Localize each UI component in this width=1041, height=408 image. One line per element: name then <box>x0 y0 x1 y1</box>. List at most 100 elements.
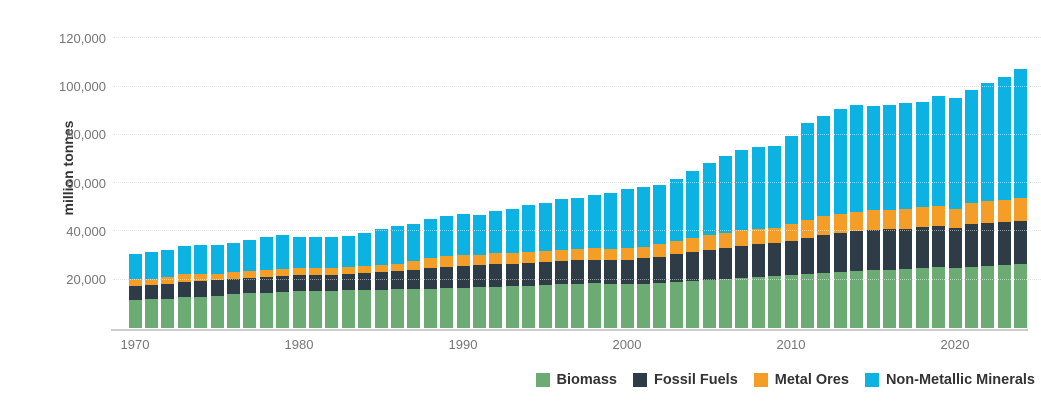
bar-segment-non-metallic-minerals-1981[interactable] <box>308 237 322 268</box>
bar-segment-fossil-fuels-1984[interactable] <box>358 273 372 290</box>
bar-segment-non-metallic-minerals-2008[interactable] <box>751 146 765 229</box>
bar-segment-non-metallic-minerals-1995[interactable] <box>538 202 552 251</box>
bar-segment-non-metallic-minerals-2019[interactable] <box>932 95 946 206</box>
bar-1995[interactable] <box>538 202 552 328</box>
bar-segment-non-metallic-minerals-1987[interactable] <box>407 223 421 262</box>
bar-1970[interactable] <box>128 254 142 328</box>
bar-segment-biomass-2023[interactable] <box>997 264 1011 328</box>
bar-2021[interactable] <box>964 90 978 328</box>
bar-segment-fossil-fuels-1978[interactable] <box>259 276 273 293</box>
bar-1998[interactable] <box>587 194 601 328</box>
bar-segment-biomass-1986[interactable] <box>390 289 404 328</box>
bar-segment-biomass-1989[interactable] <box>440 288 454 328</box>
bar-segment-fossil-fuels-2000[interactable] <box>620 259 634 284</box>
bar-2012[interactable] <box>817 116 831 328</box>
bar-segment-biomass-2022[interactable] <box>981 265 995 328</box>
bar-segment-biomass-2001[interactable] <box>636 284 650 328</box>
bar-segment-non-metallic-minerals-1988[interactable] <box>423 219 437 258</box>
bar-segment-metal-ores-1976[interactable] <box>226 272 240 279</box>
bar-segment-metal-ores-1994[interactable] <box>522 251 536 264</box>
bar-segment-biomass-1995[interactable] <box>538 284 552 328</box>
bar-segment-non-metallic-minerals-1990[interactable] <box>456 213 470 256</box>
bar-2006[interactable] <box>718 156 732 328</box>
bar-segment-non-metallic-minerals-1972[interactable] <box>161 250 175 278</box>
bar-segment-non-metallic-minerals-2011[interactable] <box>800 123 814 220</box>
bar-segment-biomass-2017[interactable] <box>899 269 913 328</box>
bar-segment-metal-ores-1977[interactable] <box>243 270 257 278</box>
bar-segment-non-metallic-minerals-2015[interactable] <box>866 106 880 210</box>
bar-segment-biomass-2021[interactable] <box>964 266 978 328</box>
bar-1996[interactable] <box>554 199 568 328</box>
bar-segment-metal-ores-2009[interactable] <box>768 227 782 244</box>
bar-2009[interactable] <box>768 145 782 328</box>
bar-segment-non-metallic-minerals-1975[interactable] <box>210 245 224 274</box>
bar-segment-non-metallic-minerals-1983[interactable] <box>341 235 355 268</box>
bar-segment-biomass-1985[interactable] <box>374 289 388 328</box>
bar-2005[interactable] <box>702 163 716 328</box>
bar-2004[interactable] <box>686 170 700 328</box>
bar-segment-metal-ores-1987[interactable] <box>407 261 421 271</box>
bar-segment-biomass-2019[interactable] <box>932 266 946 328</box>
bar-segment-metal-ores-1980[interactable] <box>292 268 306 276</box>
bar-segment-biomass-2018[interactable] <box>915 267 929 328</box>
bar-segment-non-metallic-minerals-2023[interactable] <box>997 76 1011 201</box>
bar-1997[interactable] <box>571 197 585 328</box>
bar-2002[interactable] <box>653 184 667 328</box>
bar-segment-non-metallic-minerals-1973[interactable] <box>177 245 191 275</box>
bar-segment-metal-ores-2015[interactable] <box>866 209 880 230</box>
bar-segment-non-metallic-minerals-2001[interactable] <box>636 187 650 247</box>
bar-segment-biomass-1980[interactable] <box>292 291 306 328</box>
bar-segment-fossil-fuels-1971[interactable] <box>144 285 158 300</box>
bar-segment-fossil-fuels-1975[interactable] <box>210 280 224 296</box>
bar-segment-fossil-fuels-2017[interactable] <box>899 228 913 270</box>
bar-2017[interactable] <box>899 102 913 328</box>
bar-segment-fossil-fuels-2016[interactable] <box>882 229 896 270</box>
bar-segment-non-metallic-minerals-1985[interactable] <box>374 229 388 265</box>
bar-1971[interactable] <box>144 252 158 328</box>
bar-segment-non-metallic-minerals-2022[interactable] <box>981 83 995 201</box>
bar-segment-fossil-fuels-2001[interactable] <box>636 258 650 285</box>
bar-segment-biomass-2024[interactable] <box>1014 264 1028 328</box>
bar-segment-non-metallic-minerals-2013[interactable] <box>833 109 847 214</box>
bar-segment-biomass-1987[interactable] <box>407 289 421 328</box>
bar-2010[interactable] <box>784 136 798 328</box>
bar-segment-fossil-fuels-1985[interactable] <box>374 272 388 290</box>
bar-segment-metal-ores-1973[interactable] <box>177 274 191 282</box>
bar-segment-non-metallic-minerals-1970[interactable] <box>128 254 142 280</box>
bar-segment-biomass-1990[interactable] <box>456 287 470 328</box>
legend-item-biomass[interactable]: Biomass <box>535 372 617 388</box>
bar-segment-metal-ores-2005[interactable] <box>702 235 716 250</box>
bar-segment-fossil-fuels-1983[interactable] <box>341 274 355 291</box>
bar-segment-fossil-fuels-1972[interactable] <box>161 284 175 300</box>
bar-segment-metal-ores-2006[interactable] <box>718 232 732 249</box>
bar-segment-metal-ores-2000[interactable] <box>620 248 634 260</box>
bar-segment-metal-ores-2010[interactable] <box>784 224 798 241</box>
bar-segment-metal-ores-1995[interactable] <box>538 250 552 262</box>
bar-segment-biomass-1973[interactable] <box>177 297 191 328</box>
bar-segment-non-metallic-minerals-2005[interactable] <box>702 163 716 236</box>
bar-segment-biomass-1996[interactable] <box>554 284 568 328</box>
bar-segment-biomass-1983[interactable] <box>341 290 355 328</box>
bar-segment-metal-ores-2012[interactable] <box>817 216 831 236</box>
bar-segment-non-metallic-minerals-1994[interactable] <box>522 205 536 252</box>
bar-1991[interactable] <box>472 215 486 328</box>
bar-segment-metal-ores-1991[interactable] <box>472 254 486 265</box>
bar-segment-non-metallic-minerals-2009[interactable] <box>768 145 782 228</box>
bar-segment-biomass-2004[interactable] <box>686 280 700 328</box>
bar-segment-metal-ores-1996[interactable] <box>554 249 568 261</box>
bar-2024[interactable] <box>1014 69 1028 328</box>
bar-segment-metal-ores-2017[interactable] <box>899 209 913 229</box>
bar-segment-biomass-2011[interactable] <box>800 274 814 328</box>
bar-segment-biomass-1970[interactable] <box>128 300 142 328</box>
bar-segment-fossil-fuels-2019[interactable] <box>932 225 946 267</box>
bar-segment-metal-ores-2022[interactable] <box>981 200 995 223</box>
bar-segment-biomass-2012[interactable] <box>817 273 831 328</box>
bar-segment-non-metallic-minerals-2017[interactable] <box>899 102 913 210</box>
bar-segment-fossil-fuels-1988[interactable] <box>423 268 437 289</box>
bar-segment-fossil-fuels-2018[interactable] <box>915 227 929 268</box>
bar-segment-metal-ores-2023[interactable] <box>997 200 1011 222</box>
bar-segment-metal-ores-2001[interactable] <box>636 246 650 259</box>
bar-segment-biomass-2005[interactable] <box>702 279 716 328</box>
bar-segment-fossil-fuels-1974[interactable] <box>194 281 208 297</box>
bar-segment-metal-ores-2007[interactable] <box>735 230 749 246</box>
